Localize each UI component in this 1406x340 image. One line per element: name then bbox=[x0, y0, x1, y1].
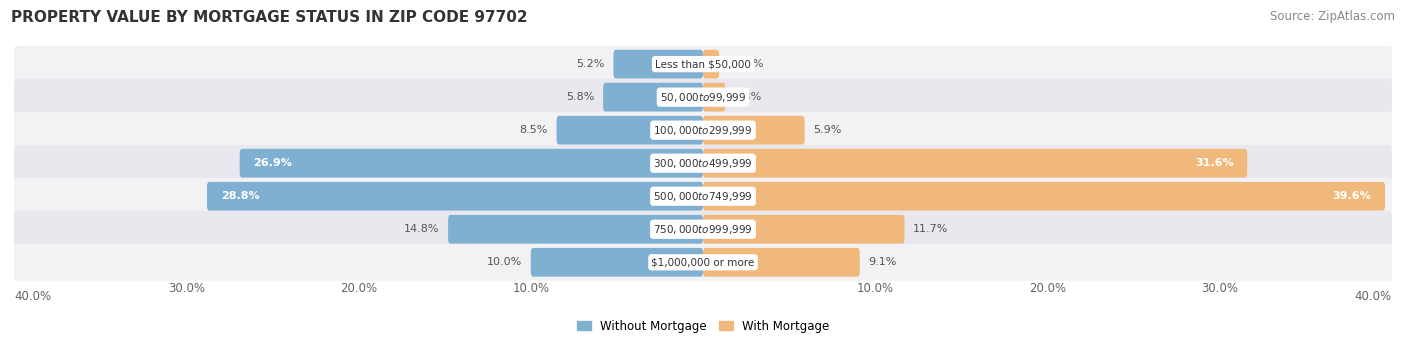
Text: 8.5%: 8.5% bbox=[520, 125, 548, 135]
Text: 5.9%: 5.9% bbox=[813, 125, 842, 135]
Text: 28.8%: 28.8% bbox=[221, 191, 259, 201]
Text: 39.6%: 39.6% bbox=[1333, 191, 1371, 201]
FancyBboxPatch shape bbox=[449, 215, 703, 244]
Text: PROPERTY VALUE BY MORTGAGE STATUS IN ZIP CODE 97702: PROPERTY VALUE BY MORTGAGE STATUS IN ZIP… bbox=[11, 10, 527, 25]
Text: 31.6%: 31.6% bbox=[1195, 158, 1233, 168]
Text: $500,000 to $749,999: $500,000 to $749,999 bbox=[654, 190, 752, 203]
Text: 5.2%: 5.2% bbox=[576, 59, 605, 69]
FancyBboxPatch shape bbox=[14, 178, 1392, 215]
FancyBboxPatch shape bbox=[613, 50, 703, 79]
Text: Less than $50,000: Less than $50,000 bbox=[655, 59, 751, 69]
FancyBboxPatch shape bbox=[703, 248, 859, 277]
FancyBboxPatch shape bbox=[703, 83, 725, 112]
FancyBboxPatch shape bbox=[239, 149, 703, 177]
Text: 5.8%: 5.8% bbox=[567, 92, 595, 102]
FancyBboxPatch shape bbox=[703, 215, 904, 244]
Text: 1.3%: 1.3% bbox=[734, 92, 762, 102]
Text: 9.1%: 9.1% bbox=[869, 257, 897, 267]
FancyBboxPatch shape bbox=[207, 182, 703, 210]
FancyBboxPatch shape bbox=[14, 211, 1392, 248]
FancyBboxPatch shape bbox=[14, 112, 1392, 149]
FancyBboxPatch shape bbox=[14, 46, 1392, 82]
Text: $1,000,000 or more: $1,000,000 or more bbox=[651, 257, 755, 267]
FancyBboxPatch shape bbox=[14, 244, 1392, 280]
FancyBboxPatch shape bbox=[531, 248, 703, 277]
FancyBboxPatch shape bbox=[14, 145, 1392, 182]
Text: $100,000 to $299,999: $100,000 to $299,999 bbox=[654, 124, 752, 137]
Text: $300,000 to $499,999: $300,000 to $499,999 bbox=[654, 157, 752, 170]
Text: $750,000 to $999,999: $750,000 to $999,999 bbox=[654, 223, 752, 236]
Legend: Without Mortgage, With Mortgage: Without Mortgage, With Mortgage bbox=[572, 315, 834, 338]
Text: Source: ZipAtlas.com: Source: ZipAtlas.com bbox=[1270, 10, 1395, 23]
FancyBboxPatch shape bbox=[703, 182, 1385, 210]
Text: 40.0%: 40.0% bbox=[14, 290, 51, 303]
Text: 26.9%: 26.9% bbox=[253, 158, 292, 168]
FancyBboxPatch shape bbox=[14, 79, 1392, 115]
FancyBboxPatch shape bbox=[703, 149, 1247, 177]
Text: 40.0%: 40.0% bbox=[1355, 290, 1392, 303]
FancyBboxPatch shape bbox=[703, 50, 720, 79]
Text: $50,000 to $99,999: $50,000 to $99,999 bbox=[659, 91, 747, 104]
FancyBboxPatch shape bbox=[603, 83, 703, 112]
Text: 10.0%: 10.0% bbox=[486, 257, 522, 267]
Text: 0.94%: 0.94% bbox=[728, 59, 763, 69]
FancyBboxPatch shape bbox=[557, 116, 703, 144]
FancyBboxPatch shape bbox=[703, 116, 804, 144]
Text: 14.8%: 14.8% bbox=[404, 224, 440, 234]
Text: 11.7%: 11.7% bbox=[912, 224, 949, 234]
